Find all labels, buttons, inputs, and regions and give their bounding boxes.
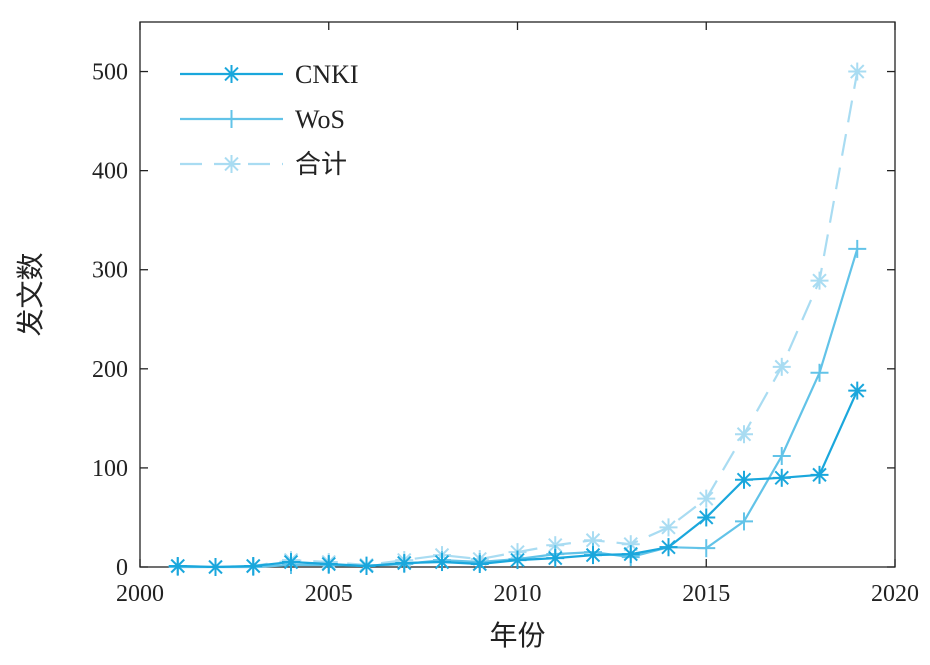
data-point-stroke — [246, 558, 261, 574]
data-point — [244, 557, 263, 576]
x-axis-label: 年份 — [489, 620, 545, 652]
data-point-stroke — [661, 520, 676, 535]
legend-label: CNKI — [295, 60, 359, 89]
data-point-stroke — [774, 470, 789, 486]
series-line — [177, 71, 859, 569]
data-point-stroke — [850, 64, 865, 79]
legend: CNKI WoS 合计 — [180, 60, 359, 179]
y-tick-label: 0 — [116, 555, 128, 581]
data-point — [697, 539, 716, 558]
data-point — [810, 271, 829, 290]
x-tick-label: 2000 — [116, 581, 164, 607]
data-point — [319, 555, 338, 574]
data-point — [659, 538, 678, 557]
data-point — [772, 468, 791, 487]
data-point — [772, 447, 791, 466]
data-point-stroke — [472, 556, 487, 572]
data-point — [168, 557, 187, 576]
data-point-stroke — [812, 273, 827, 288]
data-point — [697, 489, 716, 508]
data-point-stroke — [208, 559, 223, 575]
legend-marker-stroke — [224, 156, 239, 172]
data-point — [546, 549, 565, 568]
y-tick-label: 200 — [92, 357, 128, 383]
data-point — [735, 425, 753, 444]
data-point-stroke — [359, 558, 374, 574]
data-point-stroke — [283, 554, 299, 570]
data-point-stroke — [321, 556, 336, 572]
data-point — [810, 363, 829, 382]
data-point-stroke — [850, 383, 865, 398]
data-point — [470, 555, 489, 574]
data-point — [772, 357, 791, 376]
legend-marker-stroke — [224, 66, 239, 82]
x-tick-label: 2010 — [494, 581, 542, 607]
data-point-stroke — [585, 547, 601, 563]
data-point — [735, 512, 753, 531]
series-1 — [168, 239, 867, 576]
series-0 — [168, 381, 867, 576]
data-point-stroke — [812, 467, 827, 483]
legend-label: 合计 — [295, 150, 347, 179]
data-point-stroke — [548, 550, 563, 566]
data-point — [357, 557, 376, 576]
series-line — [177, 390, 859, 569]
data-point — [584, 546, 602, 565]
data-point — [735, 470, 753, 489]
data-point-stroke — [661, 539, 676, 555]
series-layer — [168, 62, 867, 576]
y-tick-label: 400 — [92, 159, 128, 185]
data-point — [621, 545, 640, 564]
series-line — [177, 248, 859, 569]
data-point-stroke — [774, 359, 789, 375]
x-tick-label: 2015 — [682, 581, 730, 607]
data-point — [395, 554, 414, 573]
data-point — [659, 518, 678, 537]
data-point-stroke — [170, 558, 185, 574]
data-point-stroke — [699, 491, 714, 506]
legend-item: WoS — [180, 105, 345, 134]
data-point — [848, 381, 867, 400]
data-point-stroke — [585, 533, 601, 548]
data-point-stroke — [397, 555, 412, 571]
x-tick-label: 2005 — [305, 581, 353, 607]
data-point-stroke — [736, 472, 752, 487]
data-point-stroke — [434, 554, 450, 570]
data-point — [697, 508, 716, 527]
axis-ticks: 2000 2005 2010 2015 2020 0 100 200 300 400 500 — [92, 22, 919, 607]
data-point — [206, 558, 225, 576]
y-tick-label: 300 — [92, 258, 128, 284]
data-point — [810, 465, 829, 484]
data-point — [848, 239, 867, 258]
legend-item: CNKI — [180, 60, 359, 89]
data-point — [508, 551, 527, 570]
data-point-stroke — [510, 552, 525, 568]
y-tick-label: 500 — [92, 60, 128, 86]
data-point — [282, 553, 300, 572]
y-axis-label: 发文数 — [15, 252, 47, 336]
data-point-stroke — [699, 510, 714, 525]
legend-label: WoS — [295, 105, 345, 134]
data-point — [848, 62, 867, 81]
data-point — [433, 553, 451, 572]
legend-item: 合计 — [180, 150, 347, 179]
x-tick-label: 2020 — [871, 581, 919, 607]
data-point-stroke — [623, 546, 638, 562]
y-tick-label: 100 — [92, 456, 128, 482]
series-2 — [168, 62, 867, 576]
data-point-stroke — [736, 427, 752, 442]
